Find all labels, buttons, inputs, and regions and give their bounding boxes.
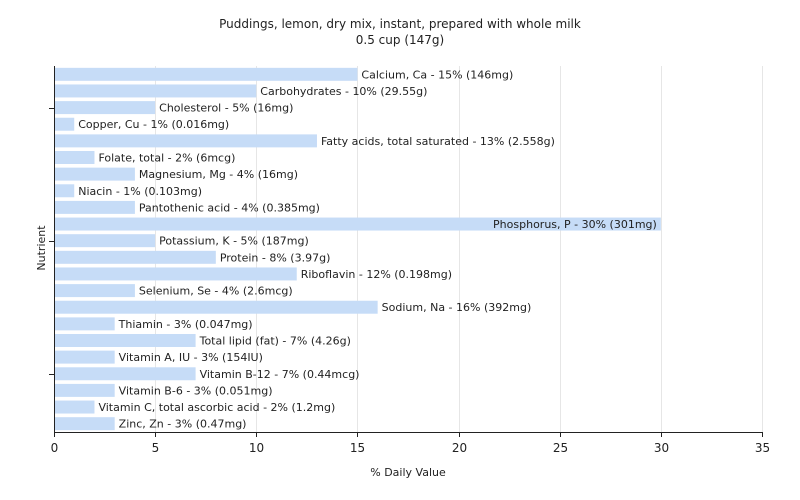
bar (55, 84, 257, 98)
bar-label: Thiamin - 3% (0.047mg) (118, 318, 253, 331)
x-tick-label: 25 (553, 441, 568, 455)
grid-lines (155, 66, 763, 432)
bar-label: Pantothenic acid - 4% (0.385mg) (139, 201, 320, 214)
bars: Calcium, Ca - 15% (146mg) Carbohydrates -… (55, 67, 661, 431)
bar (55, 101, 156, 115)
bar-label: Vitamin C, total ascorbic acid - 2% (1.2… (98, 401, 335, 414)
bar (55, 184, 75, 198)
bar-label: Phosphorus, P - 30% (301mg) (493, 218, 657, 231)
bar (55, 383, 115, 397)
bar-label: Fatty acids, total saturated - 13% (2.55… (321, 135, 555, 148)
bar-label: Magnesium, Mg - 4% (16mg) (139, 168, 298, 181)
bar-label: Vitamin A, IU - 3% (154IU) (119, 351, 263, 364)
bar-label: Riboflavin - 12% (0.198mg) (301, 268, 452, 281)
bar (55, 334, 196, 347)
bar-label: Potassium, K - 5% (187mg) (159, 235, 309, 248)
bar-label: Calcium, Ca - 15% (146mg) (361, 68, 513, 81)
x-tick-label: 35 (755, 441, 770, 455)
bar-label: Vitamin B-6 - 3% (0.051mg) (119, 384, 273, 397)
bar (55, 367, 196, 381)
bar-label: Vitamin B-12 - 7% (0.44mcg) (200, 368, 360, 381)
bar (55, 67, 358, 81)
bar (55, 234, 156, 248)
bar-label: Folate, total - 2% (6mcg) (98, 152, 235, 165)
bar (55, 417, 115, 431)
bar (55, 200, 135, 214)
x-tick-label: 5 (152, 441, 160, 455)
bar-label: Carbohydrates - 10% (29.55g) (260, 85, 427, 98)
x-tick-label: 20 (452, 441, 467, 455)
bar (55, 267, 297, 281)
bar (55, 350, 115, 364)
bar (55, 400, 95, 414)
x-axis-title: % Daily Value (370, 466, 446, 479)
bar-label: Cholesterol - 5% (16mg) (159, 102, 293, 115)
bar (55, 134, 317, 148)
bar (55, 317, 115, 331)
bar (55, 151, 95, 164)
bar (55, 250, 216, 264)
bar (55, 217, 661, 231)
bar-label: Selenium, Se - 4% (2.6mcg) (139, 285, 293, 298)
bar-label: Niacin - 1% (0.103mg) (78, 185, 202, 198)
bar-label: Total lipid (fat) - 7% (4.26g) (199, 335, 351, 348)
bar-label: Protein - 8% (3.97g) (220, 251, 331, 264)
bar (55, 300, 378, 314)
x-tick-label: 30 (654, 441, 669, 455)
axes: 0 5 10 15 20 25 30 35 (49, 66, 770, 455)
y-axis-title: Nutrient (35, 225, 48, 271)
bar (55, 167, 135, 181)
bar (55, 117, 75, 131)
x-tick-label: 15 (350, 441, 365, 455)
bar (55, 284, 135, 298)
bar-label: Zinc, Zn - 3% (0.47mg) (119, 418, 247, 431)
x-tick-label: 10 (249, 441, 264, 455)
chart-title: Puddings, lemon, dry mix, instant, prepa… (219, 17, 581, 31)
bar-label: Sodium, Na - 16% (392mg) (382, 301, 532, 314)
chart-subtitle: 0.5 cup (147g) (356, 33, 444, 47)
x-tick-label: 0 (51, 441, 59, 455)
bar-label: Copper, Cu - 1% (0.016mg) (78, 118, 229, 131)
